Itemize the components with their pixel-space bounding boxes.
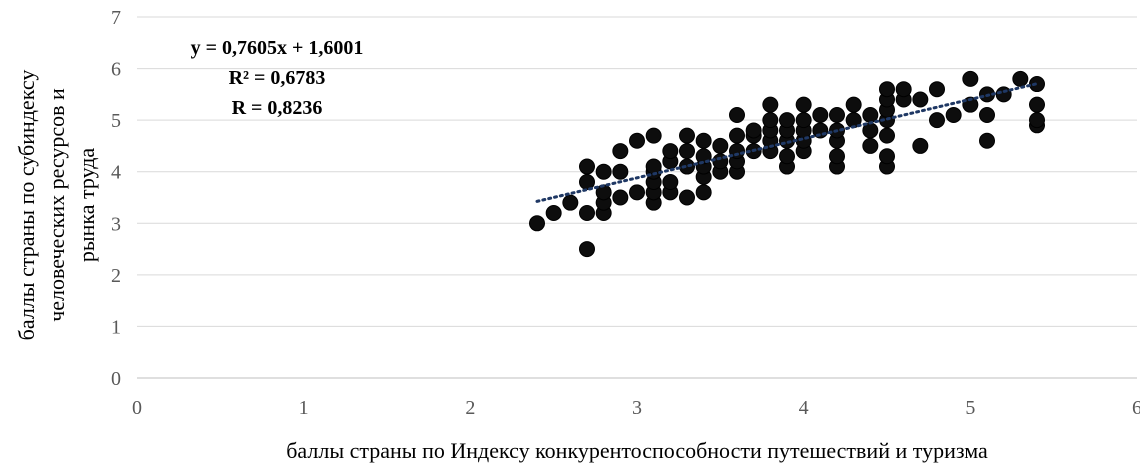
data-point (629, 132, 645, 149)
data-point (612, 143, 629, 160)
y-tick-label: 5 (111, 110, 121, 132)
data-point (929, 81, 945, 98)
data-point (795, 112, 812, 129)
r-value-label: R = 0,8236 (232, 97, 323, 119)
data-point (879, 148, 895, 165)
trendline (535, 82, 1039, 203)
data-point (962, 70, 979, 87)
y-axis-title-line-3: рынка труда (74, 148, 99, 263)
y-tick-label: 6 (111, 59, 121, 81)
data-point (879, 81, 895, 98)
data-point (629, 184, 645, 201)
data-point (779, 112, 795, 129)
x-tick-label: 6 (1132, 397, 1140, 419)
data-point (795, 96, 812, 113)
data-point (879, 127, 895, 144)
data-point (1029, 96, 1045, 113)
data-point (1029, 112, 1045, 129)
y-tick-label: 2 (111, 265, 121, 287)
data-points (529, 70, 1045, 258)
data-point (579, 204, 595, 221)
data-point (895, 81, 912, 98)
data-point (829, 148, 845, 165)
y-tick-label: 0 (111, 368, 121, 390)
data-point (779, 148, 795, 165)
data-point (662, 143, 679, 160)
x-tick-label: 5 (965, 397, 975, 419)
data-point (679, 143, 695, 160)
y-tick-label: 4 (111, 162, 121, 184)
data-point (979, 106, 995, 123)
x-tick-labels: 0 1 2 3 4 5 6 (132, 397, 1140, 419)
data-point (912, 137, 929, 154)
y-axis-title-line-2: человеческих ресурсов и (44, 88, 69, 322)
data-point (829, 106, 845, 123)
data-point (812, 106, 829, 123)
data-point (545, 204, 562, 221)
data-point (579, 241, 595, 258)
y-tick-label: 7 (111, 7, 121, 29)
data-point (679, 189, 695, 206)
data-point (845, 96, 862, 113)
data-point (762, 112, 779, 129)
x-axis-title: баллы страны по Индексу конкурентоспособ… (286, 438, 988, 463)
data-point (695, 132, 712, 149)
y-axis-title-line-1: баллы страны по субиндексу (14, 70, 39, 341)
data-point (529, 215, 545, 232)
x-tick-label: 1 (299, 397, 309, 419)
data-point (645, 127, 662, 144)
data-point (729, 106, 745, 123)
data-point (762, 96, 779, 113)
data-point (562, 194, 579, 211)
data-point (595, 163, 612, 180)
data-point (679, 127, 695, 144)
x-tick-label: 0 (132, 397, 142, 419)
data-point (1029, 76, 1045, 93)
data-point (612, 163, 629, 180)
data-point (1012, 70, 1029, 87)
x-tick-label: 4 (799, 397, 809, 419)
data-point (912, 91, 929, 108)
data-point (612, 189, 629, 206)
y-tick-label: 1 (111, 316, 121, 338)
data-point (729, 127, 745, 144)
data-point (929, 112, 945, 129)
data-point (662, 174, 679, 191)
r-squared-label: R² = 0,6783 (229, 67, 326, 89)
data-point (979, 132, 995, 149)
gridlines (137, 16, 1137, 327)
data-point (745, 122, 762, 139)
regression-equation: y = 0,7605x + 1,6001 (191, 37, 364, 59)
data-point (945, 106, 962, 123)
y-tick-label: 3 (111, 213, 121, 235)
data-point (579, 158, 595, 175)
x-tick-label: 2 (465, 397, 475, 419)
data-point (712, 137, 729, 154)
data-point (695, 184, 712, 201)
data-point (862, 137, 879, 154)
x-tick-label: 3 (632, 397, 642, 419)
y-tick-labels: 0 1 2 3 4 5 6 7 (111, 7, 121, 390)
